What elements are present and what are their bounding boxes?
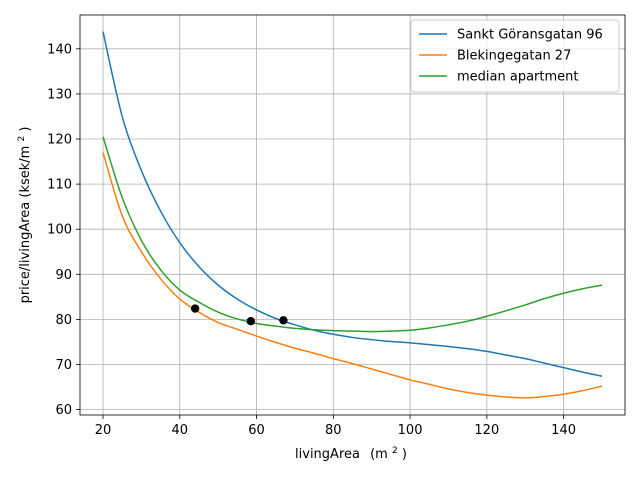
series-line-3: [102, 136, 603, 333]
x-axis-label: livingArea (m 2 ): [295, 442, 407, 462]
x-tick-label: 60: [248, 423, 265, 438]
y-tick-label: 140: [47, 42, 72, 57]
x-tick-label: 100: [398, 423, 423, 438]
grid: [80, 15, 625, 415]
legend: Sankt Göransgatan 96 Blekingegatan 27 me…: [410, 19, 620, 93]
y-tick-label: 100: [47, 223, 72, 238]
x-axis-label-text: livingArea: [295, 447, 360, 462]
legend-label-series-2: Blekingegatan 27: [457, 49, 571, 64]
y-axis-label: price/livingArea (ksek/m 2 ): [13, 127, 33, 304]
series-layer: [102, 31, 603, 399]
y-tick-label: 90: [55, 268, 72, 283]
series-line-1: [102, 31, 603, 377]
x-tick-label: 140: [551, 423, 576, 438]
x-axis-label-unit: (m: [370, 447, 388, 462]
y-tick-label: 130: [47, 87, 72, 102]
x-tick-label: 40: [172, 423, 189, 438]
plot-area-frame: [79, 14, 626, 416]
y-tick-label: 60: [55, 403, 72, 418]
legend-box: [410, 19, 620, 93]
axis-ticks: 20 40 60 80 100 120 140 60 70 80 90 100 110 120 130 140: [47, 42, 576, 438]
data-point-marker-3: [279, 316, 288, 325]
y-tick-label: 120: [47, 133, 72, 148]
y-axis-label-text: price/livingArea (ksek/m: [18, 146, 33, 304]
x-tick-label: 120: [474, 423, 499, 438]
marker-layer: [190, 304, 288, 326]
x-axis-label-exponent: 2: [392, 446, 398, 456]
data-point-marker-2: [246, 317, 255, 326]
y-tick-label: 110: [47, 178, 72, 193]
legend-label-series-3: median apartment: [457, 70, 579, 85]
data-point-marker-1: [190, 304, 200, 313]
x-tick-label: 20: [95, 423, 112, 438]
y-tick-label: 80: [55, 313, 72, 328]
y-axis-label-exponent: 2: [17, 136, 27, 142]
x-tick-label: 80: [325, 423, 342, 438]
legend-label-series-1: Sankt Göransgatan 96: [457, 28, 603, 43]
x-axis-label-close: ): [402, 447, 407, 462]
y-tick-label: 70: [55, 358, 72, 373]
y-axis-label-close: ): [18, 127, 33, 132]
series-line-2: [102, 152, 603, 399]
